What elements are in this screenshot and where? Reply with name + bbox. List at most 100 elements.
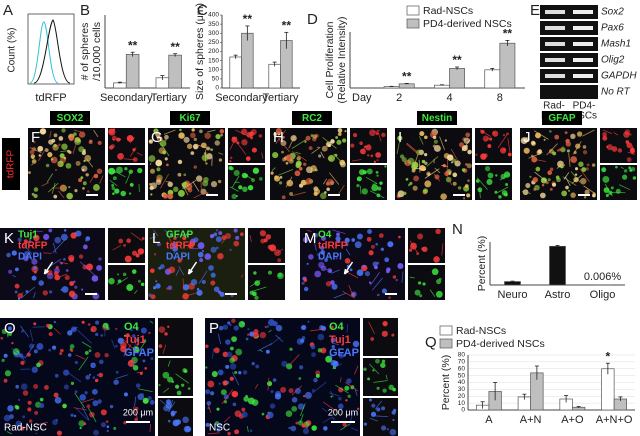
cell [128, 192, 132, 195]
cell [298, 166, 303, 171]
cell [562, 164, 566, 167]
cell [130, 328, 133, 332]
cell [1, 358, 5, 363]
cell [249, 131, 255, 137]
cell [195, 175, 203, 182]
cell [20, 360, 25, 366]
panel-letter: Q [425, 334, 437, 351]
process [275, 129, 287, 144]
cell [31, 159, 37, 164]
cell [290, 159, 293, 162]
cell [91, 388, 98, 395]
cell [148, 331, 151, 335]
process [75, 354, 86, 360]
x-tick-label: Tertiary [262, 92, 299, 104]
cell [85, 236, 91, 241]
cell [464, 184, 469, 188]
cell [229, 323, 232, 327]
cell [370, 154, 374, 158]
process [175, 373, 190, 384]
cell [337, 403, 344, 410]
cell [330, 139, 335, 144]
cell [253, 271, 257, 275]
process [111, 339, 116, 349]
cell [150, 294, 156, 300]
cell [73, 132, 77, 136]
process [66, 371, 82, 383]
cell [602, 175, 610, 183]
cell [626, 157, 632, 163]
cell [92, 400, 99, 407]
process [409, 240, 418, 254]
process [136, 371, 144, 374]
process [627, 151, 636, 155]
cell [299, 365, 304, 370]
cell [158, 147, 166, 155]
cell [314, 270, 322, 278]
cell [386, 428, 389, 431]
cell [108, 128, 116, 136]
process [291, 151, 307, 162]
cell [44, 385, 49, 390]
cell [78, 131, 86, 138]
process [291, 191, 306, 197]
cell [412, 185, 418, 191]
cell [381, 132, 386, 138]
cell [217, 369, 224, 376]
process [23, 243, 33, 255]
cell [352, 133, 358, 138]
cell [564, 131, 568, 135]
process [24, 343, 35, 359]
gene-label: Pax6 [601, 23, 624, 34]
cell [529, 175, 532, 178]
cell [39, 403, 45, 409]
cell [565, 185, 569, 190]
cell [155, 283, 161, 289]
process [507, 138, 511, 153]
cell [123, 421, 127, 425]
cell [416, 252, 420, 256]
significance: ** [503, 27, 513, 41]
cell [68, 257, 74, 263]
significance: ** [243, 12, 253, 26]
process [375, 415, 388, 418]
cell [543, 138, 546, 141]
cell [363, 367, 367, 372]
cell [313, 377, 318, 383]
cell [33, 383, 39, 390]
cell [421, 159, 426, 164]
process [49, 130, 52, 138]
cell [204, 253, 212, 260]
gel-lane [540, 37, 598, 51]
significance: * [606, 349, 611, 363]
process [196, 144, 212, 150]
process [207, 404, 212, 414]
process [149, 320, 154, 324]
gel-band [545, 10, 565, 14]
cell [168, 266, 176, 274]
cell [275, 324, 283, 332]
cell [222, 380, 228, 386]
cell [570, 133, 576, 140]
cell [375, 132, 379, 135]
y-tick-label: 400 [208, 12, 219, 19]
cell [399, 154, 405, 159]
cell [326, 178, 334, 186]
cell [156, 167, 161, 172]
cell [436, 278, 442, 285]
legend-swatch [406, 18, 420, 29]
cell [210, 181, 218, 188]
cell [215, 236, 222, 243]
cell [602, 132, 607, 137]
cell [100, 409, 107, 416]
marker-label: RC2 [302, 113, 322, 124]
process [153, 229, 159, 236]
x-tick-label: 2 [396, 92, 402, 104]
cell [306, 262, 309, 265]
process [69, 326, 78, 332]
cell [303, 162, 307, 166]
cell [122, 272, 127, 277]
process [245, 174, 254, 181]
process [533, 158, 546, 162]
cell [541, 183, 545, 187]
